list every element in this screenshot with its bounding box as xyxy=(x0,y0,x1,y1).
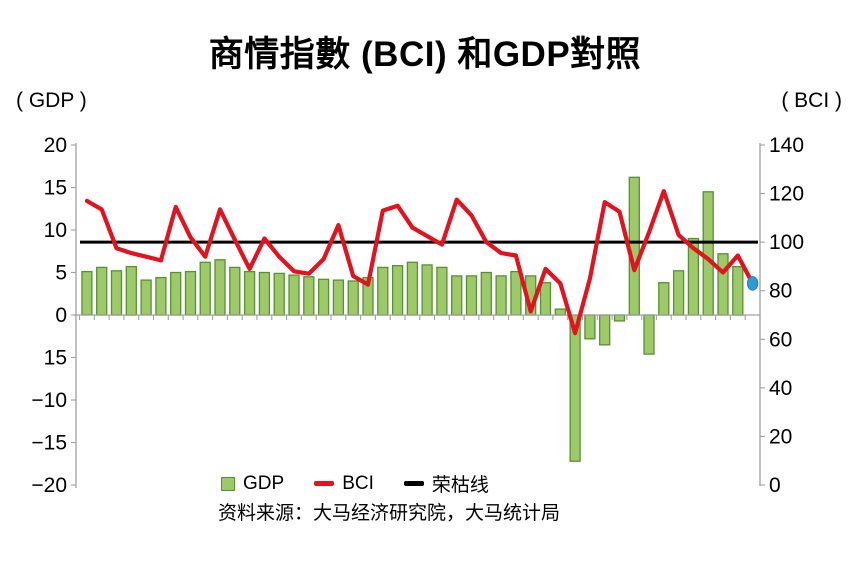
gdp-bar xyxy=(421,264,433,316)
left-axis-tick-label: −10 xyxy=(31,389,67,412)
gdp-bar xyxy=(377,266,389,316)
gdp-bar xyxy=(125,265,137,316)
gdp-bar xyxy=(451,275,463,316)
right-axis-unit-label: ( BCI ) xyxy=(781,89,842,112)
gdp-bar xyxy=(643,314,655,355)
gdp-bar xyxy=(243,270,256,316)
gdp-legend-swatch-icon xyxy=(221,476,235,491)
gdp-bar xyxy=(406,261,419,316)
gdp-bar xyxy=(214,259,226,316)
gdp-bar xyxy=(155,276,167,316)
left-axis-unit-label: ( GDP ) xyxy=(16,89,87,112)
gdp-bar xyxy=(347,280,359,316)
bci-line xyxy=(84,189,755,336)
right-axis-tick-label: 140 xyxy=(769,134,804,157)
right-axis-tick-label: 40 xyxy=(769,377,792,400)
gdp-bar xyxy=(717,253,729,316)
gdp-bar xyxy=(569,314,581,462)
gdp-bar xyxy=(317,278,330,316)
source-note: 资料来源：大马经济研究院，大马统计局 xyxy=(218,503,561,524)
right-axis-tick-label: 100 xyxy=(769,231,804,254)
left-axis-tick-label: 10 xyxy=(44,219,67,242)
chart-legend: GDP BCI 荣枯线 xyxy=(221,470,489,497)
gdp-bar xyxy=(702,191,714,316)
bci-legend-swatch-icon xyxy=(314,481,335,486)
boombust-legend-label: 荣枯线 xyxy=(431,475,489,496)
legend-item-gdp: GDP xyxy=(221,473,284,495)
gdp-bar xyxy=(391,265,404,316)
gdp-bar xyxy=(229,266,241,316)
right-axis-tick-label: 80 xyxy=(769,280,792,303)
gdp-bar xyxy=(258,271,271,316)
gdp-bar xyxy=(658,282,670,316)
gdp-bar xyxy=(732,265,744,316)
gdp-bar xyxy=(184,270,197,316)
left-axis-tick-label: 15 xyxy=(44,347,67,370)
right-axis-tick-label: 120 xyxy=(769,183,804,206)
gdp-bar xyxy=(599,314,611,346)
left-axis-tick-label: 15 xyxy=(44,177,67,200)
gdp-bar xyxy=(628,176,640,316)
chart-title: 商情指數 (BCI) 和GDP對照 xyxy=(208,35,642,74)
right-axis-tick-label: 20 xyxy=(769,425,792,448)
gdp-bar xyxy=(332,279,345,316)
gdp-bar xyxy=(613,314,626,322)
gdp-bar xyxy=(170,271,182,316)
gdp-bar xyxy=(495,275,507,316)
left-axis-tick-label: −15 xyxy=(31,432,67,455)
boombust-legend-swatch-icon xyxy=(403,481,424,486)
gdp-bar xyxy=(510,270,522,316)
gdp-bar xyxy=(303,276,315,316)
gdp-bar xyxy=(465,275,478,316)
gdp-bar xyxy=(554,308,566,316)
gdp-bar xyxy=(110,270,123,316)
gdp-bar xyxy=(584,314,596,340)
gdp-bar xyxy=(199,261,211,316)
gdp-bar xyxy=(81,270,93,316)
gdp-bar xyxy=(273,272,285,316)
gdp-bar xyxy=(96,266,108,316)
right-axis-tick-label: 0 xyxy=(769,474,781,497)
legend-item-boombust: 荣枯线 xyxy=(403,470,489,497)
gdp-bar xyxy=(140,279,152,316)
gdp-bar xyxy=(436,266,448,316)
left-axis-tick-label: 5 xyxy=(55,262,67,285)
gdp-bar xyxy=(480,271,492,316)
gdp-bar xyxy=(288,274,300,316)
bci-legend-label: BCI xyxy=(342,472,374,494)
bci-endpoint-marker xyxy=(746,276,759,291)
right-axis-tick-label: 60 xyxy=(769,328,792,351)
gdp-bar xyxy=(672,270,685,316)
left-axis-tick-label: −20 xyxy=(31,474,67,497)
legend-item-bci: BCI xyxy=(314,473,374,495)
gdp-legend-label: GDP xyxy=(243,472,285,494)
gdp-bar xyxy=(539,282,552,316)
left-axis-tick-label: 20 xyxy=(44,134,67,157)
left-axis-tick-label: 0 xyxy=(55,304,67,327)
